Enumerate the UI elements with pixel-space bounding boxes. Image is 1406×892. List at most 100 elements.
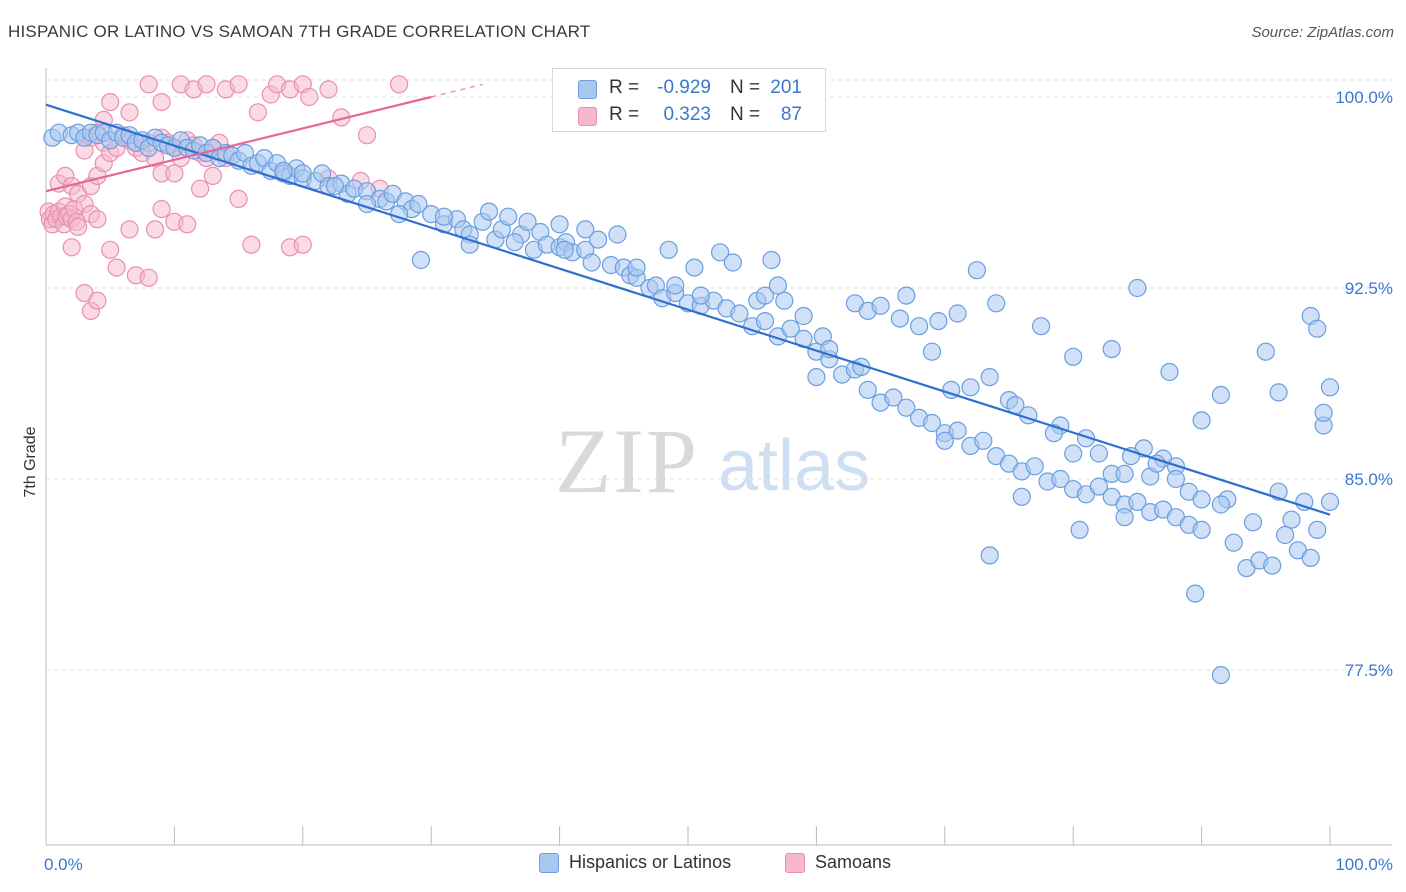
x-tick-label: 0.0% — [44, 855, 83, 874]
hispanic-point — [980, 546, 999, 565]
legend-r-value: -0.929 — [657, 77, 711, 98]
hispanic-point — [1308, 520, 1327, 540]
hispanic-point — [1192, 520, 1211, 540]
samoan-point — [146, 220, 165, 239]
hispanic-point — [961, 378, 980, 397]
legend-swatch-pink — [785, 853, 805, 873]
samoan-point — [62, 238, 81, 257]
hispanic-point — [1211, 385, 1231, 405]
hispanic-point — [897, 398, 916, 417]
legend-r-value: 0.323 — [663, 104, 711, 125]
hispanic-point — [1160, 362, 1179, 382]
hispanic-point — [980, 368, 999, 387]
hispanic-point — [1147, 454, 1166, 473]
hispanic-point — [1275, 525, 1295, 545]
samoan-point — [293, 235, 312, 254]
hispanic-point — [807, 368, 826, 387]
hispanic-point — [1115, 464, 1134, 483]
hispanic-point — [755, 312, 775, 331]
tick-labels: 100.0% 92.5% 85.0% 77.5% 0.0% 100.0% — [44, 88, 1393, 874]
hispanic-point — [967, 261, 987, 280]
hispanic-point — [762, 250, 781, 270]
samoan-point — [139, 268, 158, 287]
hispanic-point — [987, 294, 1006, 313]
samoan-point — [229, 189, 248, 208]
samoan-point — [88, 210, 107, 229]
chart-title: HISPANIC OR LATINO VS SAMOAN 7TH GRADE C… — [8, 22, 591, 41]
hispanic-point — [775, 291, 794, 310]
legend-n-value: 201 — [770, 77, 802, 98]
hispanic-point — [1115, 508, 1134, 527]
hispanic-point — [858, 380, 877, 399]
legend-row-samoan: R = 0.323 N = 87 — [553, 104, 825, 130]
hispanic-point — [935, 431, 954, 450]
legend-swatch-blue — [578, 80, 597, 99]
hispanic-point — [1166, 469, 1186, 489]
hispanic-point — [659, 240, 678, 259]
hispanic-point — [755, 286, 775, 305]
legend-row-hispanic: R = -0.929 N = 201 — [553, 77, 825, 103]
hispanic-point — [1224, 533, 1243, 552]
hispanic-point — [1031, 317, 1051, 336]
samoan-point — [390, 75, 409, 94]
hispanic-point — [627, 258, 646, 277]
hispanic-point — [274, 161, 293, 180]
hispanic-point — [1064, 444, 1083, 463]
y-tick-label: 100.0% — [1335, 88, 1393, 107]
hispanic-point — [1211, 495, 1231, 514]
hispanic-point — [1089, 477, 1109, 496]
samoan-point — [139, 75, 158, 94]
samoan-trendline — [45, 95, 432, 193]
hispanic-point — [768, 276, 788, 295]
hispanic-point — [730, 304, 749, 323]
hispanic-point — [691, 286, 710, 305]
hispanic-point — [1051, 469, 1070, 489]
hispanic-point — [1064, 347, 1083, 366]
hispanic-point — [1089, 444, 1109, 463]
watermark: ZIP atlas — [555, 410, 870, 512]
legend-swatch-blue — [539, 853, 559, 873]
source-label: Source: ZipAtlas.com — [1251, 24, 1394, 41]
samoan-point — [107, 258, 126, 277]
hispanic-point — [293, 164, 312, 183]
hispanic-point — [1243, 513, 1263, 532]
y-tick-label: 77.5% — [1345, 661, 1393, 680]
legend-label: Samoans — [815, 852, 892, 872]
hispanic-point — [505, 233, 524, 252]
hispanic-point — [781, 319, 800, 338]
hispanic-point — [608, 225, 627, 244]
hispanic-point — [1211, 665, 1231, 685]
hispanic-point — [922, 342, 942, 361]
hispanic-point — [434, 207, 454, 226]
samoan-point — [120, 103, 139, 122]
samoan-point — [300, 87, 319, 107]
samoan-point — [152, 200, 171, 219]
hispanic-point — [948, 421, 967, 440]
hispanic-point — [411, 250, 430, 270]
y-tick-label: 85.0% — [1345, 470, 1393, 489]
hispanic-point — [1308, 319, 1327, 338]
hispanic-point — [974, 431, 993, 450]
hispanic-point — [1192, 490, 1211, 509]
samoan-point — [357, 126, 377, 145]
samoan-point — [165, 164, 184, 183]
samoan-point — [120, 220, 139, 239]
x-tick-label: 100.0% — [1335, 855, 1393, 874]
legend-n-label: N = — [730, 77, 761, 98]
hispanic-point — [1012, 487, 1031, 506]
legend-label: Hispanics or Latinos — [569, 852, 732, 872]
samoan-point — [242, 235, 261, 254]
samoan-point — [203, 166, 222, 185]
hispanic-point — [948, 304, 967, 323]
hispanic-point — [325, 177, 344, 196]
samoan-point — [178, 215, 197, 234]
hispanic-point — [884, 388, 903, 407]
hispanic-point — [409, 194, 428, 214]
hispanic-point — [1314, 403, 1333, 422]
samoan-point — [101, 240, 120, 259]
axes — [45, 68, 1392, 846]
hispanic-point — [1192, 411, 1211, 430]
hispanic-point — [582, 253, 601, 272]
hispanic-point — [1282, 510, 1301, 529]
